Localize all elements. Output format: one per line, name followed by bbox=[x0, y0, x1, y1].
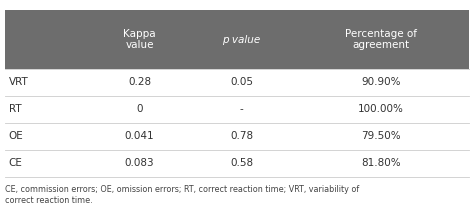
Text: 0: 0 bbox=[136, 104, 143, 114]
Text: 0.78: 0.78 bbox=[230, 131, 253, 141]
Text: OE: OE bbox=[9, 131, 23, 141]
Text: 0.083: 0.083 bbox=[125, 158, 154, 168]
Text: RT: RT bbox=[9, 104, 21, 114]
Text: 90.90%: 90.90% bbox=[361, 77, 401, 87]
Text: p value: p value bbox=[222, 35, 261, 45]
Bar bbox=[5, 10, 469, 69]
Text: 0.041: 0.041 bbox=[125, 131, 154, 141]
Text: 79.50%: 79.50% bbox=[361, 131, 401, 141]
Text: -: - bbox=[240, 104, 244, 114]
Bar bbox=[5, 96, 469, 123]
Text: CE, commission errors; OE, omission errors; RT, correct reaction time; VRT, vari: CE, commission errors; OE, omission erro… bbox=[5, 185, 359, 204]
Text: 0.58: 0.58 bbox=[230, 158, 253, 168]
Text: 81.80%: 81.80% bbox=[361, 158, 401, 168]
Bar bbox=[5, 150, 469, 177]
Text: Percentage of
agreement: Percentage of agreement bbox=[345, 29, 417, 50]
Text: VRT: VRT bbox=[9, 77, 28, 87]
Bar bbox=[5, 69, 469, 96]
Bar bbox=[5, 123, 469, 150]
Text: 0.05: 0.05 bbox=[230, 77, 253, 87]
Text: CE: CE bbox=[9, 158, 22, 168]
Text: 100.00%: 100.00% bbox=[358, 104, 404, 114]
Text: Kappa
value: Kappa value bbox=[123, 29, 156, 50]
Text: 0.28: 0.28 bbox=[128, 77, 151, 87]
